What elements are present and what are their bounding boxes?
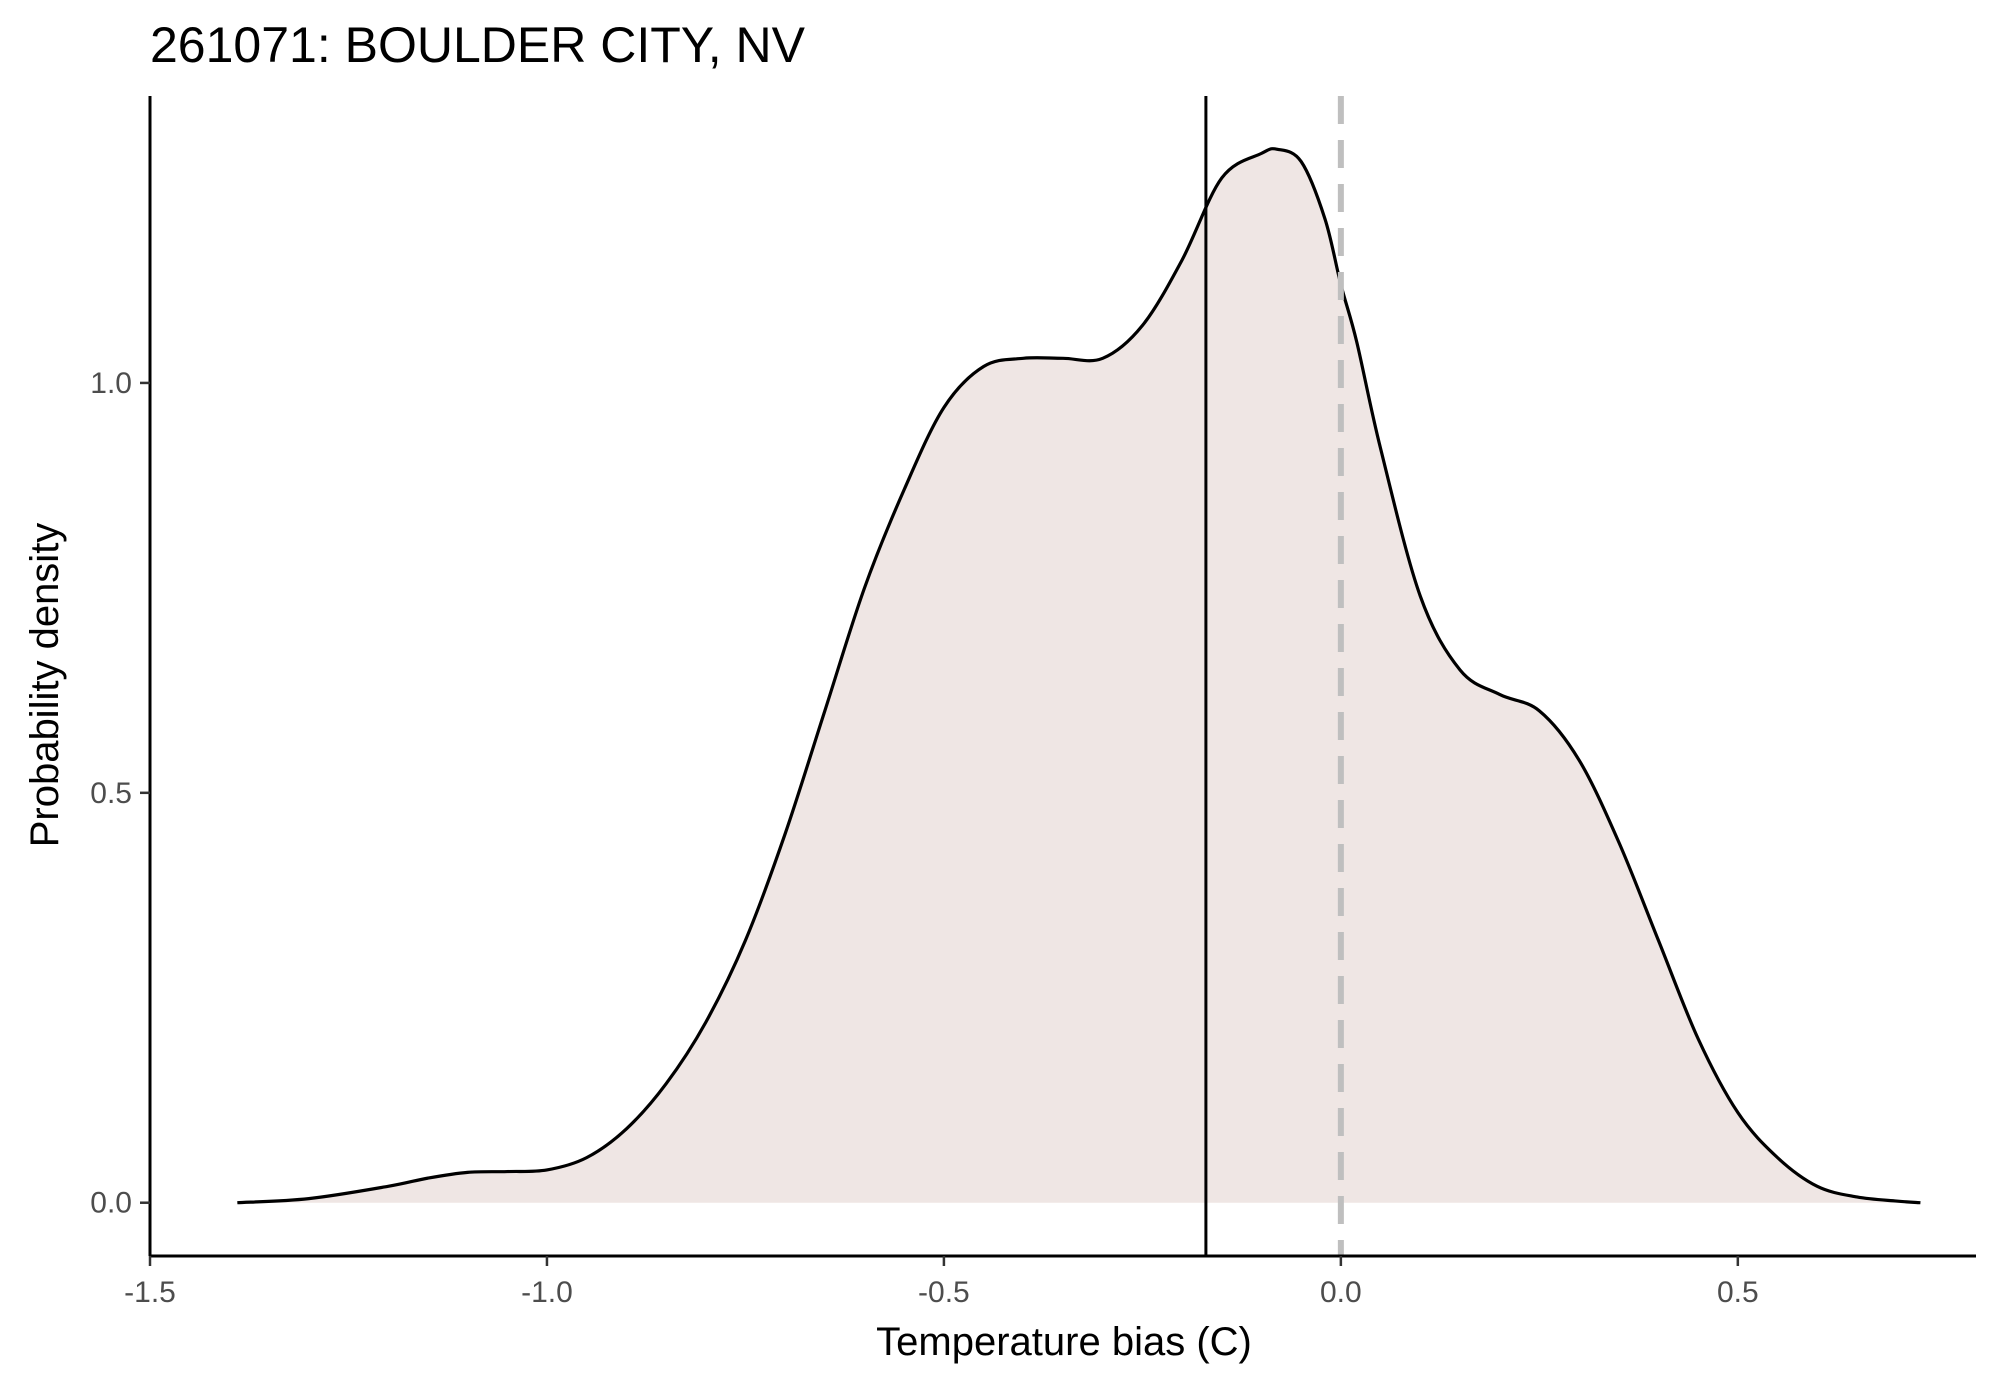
x-axis-title: Temperature bias (C) (876, 1320, 1252, 1364)
x-tick-label: 0.5 (1717, 1276, 1759, 1309)
y-axis-title: Probability density (23, 523, 67, 848)
axes: -1.5 -1.0 -0.5 0.0 0.5 0.0 0.5 1.0 (90, 96, 1976, 1309)
y-tick-label: 1.0 (90, 367, 132, 400)
x-tick-label: 0.0 (1320, 1276, 1362, 1309)
x-tick-label: -1.0 (521, 1276, 573, 1309)
y-tick-label: 0.0 (90, 1187, 132, 1220)
plot-area (237, 96, 1921, 1256)
y-tick-label: 0.5 (90, 777, 132, 810)
x-tick-label: -0.5 (918, 1276, 970, 1309)
x-tick-label: -1.5 (124, 1276, 176, 1309)
chart-title: 261071: BOULDER CITY, NV (150, 17, 806, 73)
density-curve-line (237, 147, 1921, 1205)
density-area-fill (237, 148, 1921, 1203)
